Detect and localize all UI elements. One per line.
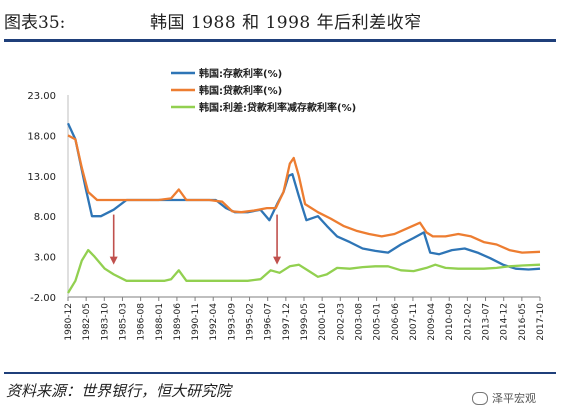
x-tick-label: 2012-02 <box>463 303 473 341</box>
figure-label: 图表35: <box>4 13 66 33</box>
x-tick-label: 2006-06 <box>391 303 401 341</box>
down-arrow-icon <box>273 256 282 265</box>
x-tick-label: 1982-05 <box>82 303 92 341</box>
x-tick-label: 1988-01 <box>155 303 165 341</box>
chart-series <box>66 122 541 294</box>
wechat-icon <box>472 391 488 405</box>
chart-legend: 韩国:存款利率(%) 韩国:贷款利率(%) 韩国:利差:贷款利率减存款利率(%) <box>171 67 356 114</box>
x-tick-label: 1993-09 <box>227 303 237 341</box>
source-note: 资料来源：世界银行，恒大研究院 <box>6 382 232 400</box>
x-tick-label: 1999-05 <box>300 303 310 341</box>
watermark: 泽平宏观 <box>472 390 536 406</box>
y-tick-label: -2.00 <box>30 293 56 304</box>
series-line-spread <box>67 248 541 294</box>
x-tick-label: 1985-03 <box>118 303 128 341</box>
y-tick-label: 23.00 <box>27 91 56 102</box>
y-tick-label: 8.00 <box>34 212 56 223</box>
legend-label-deposit: 韩国:存款利率(%) <box>199 67 282 80</box>
top-divider <box>4 39 556 42</box>
x-tick-label: 1980-12 <box>64 303 74 341</box>
y-tick-label: 3.00 <box>34 253 56 264</box>
x-tick-label: 1986-08 <box>137 303 147 341</box>
x-tick-label: 1983-10 <box>100 303 110 341</box>
down-arrow-icon <box>109 256 118 265</box>
chart-axes: 23.00 18.00 13.00 8.00 3.00 -2.00 1980-12 1982-… <box>27 91 546 341</box>
x-tick-label: 1996-07 <box>264 303 274 341</box>
x-tick-label: 2017-10 <box>536 303 546 341</box>
x-tick-label: 2000-10 <box>318 303 328 341</box>
x-tick-label: 1997-12 <box>282 303 292 341</box>
chart-annotations <box>109 214 282 265</box>
x-tick-label: 2010-09 <box>445 303 455 341</box>
legend-label-loan: 韩国:贷款利率(%) <box>199 84 282 97</box>
x-tick-label: 2014-12 <box>500 303 510 341</box>
chart-header: 图表35: 韩国 1988 和 1998 年后利差收窄 <box>0 0 562 40</box>
x-tick-label: 2002-03 <box>336 303 346 341</box>
x-tick-label: 1990-11 <box>191 303 201 341</box>
x-tick-label: 2009-04 <box>427 303 437 341</box>
line-chart: 韩国:存款利率(%) 韩国:贷款利率(%) 韩国:利差:贷款利率减存款利率(%) 2… <box>27 67 546 341</box>
legend-label-spread: 韩国:利差:贷款利率减存款利率(%) <box>199 101 356 114</box>
watermark-text: 泽平宏观 <box>492 392 536 405</box>
x-tick-label: 2016-05 <box>518 303 528 341</box>
x-tick-label: 2007-11 <box>409 303 419 341</box>
x-tick-label: 2013-07 <box>482 303 492 341</box>
series-line-loan <box>67 134 541 254</box>
x-tick-label: 1995-02 <box>246 303 256 341</box>
bottom-divider <box>4 372 556 374</box>
y-tick-label: 18.00 <box>27 131 56 142</box>
x-tick-label: 2005-01 <box>373 303 383 341</box>
x-tick-label: 2003-08 <box>354 303 364 341</box>
y-tick-label: 13.00 <box>27 172 56 183</box>
x-tick-label: 1992-04 <box>209 303 219 341</box>
chart-title: 韩国 1988 和 1998 年后利差收窄 <box>150 13 422 33</box>
x-tick-label: 1989-06 <box>173 303 183 341</box>
